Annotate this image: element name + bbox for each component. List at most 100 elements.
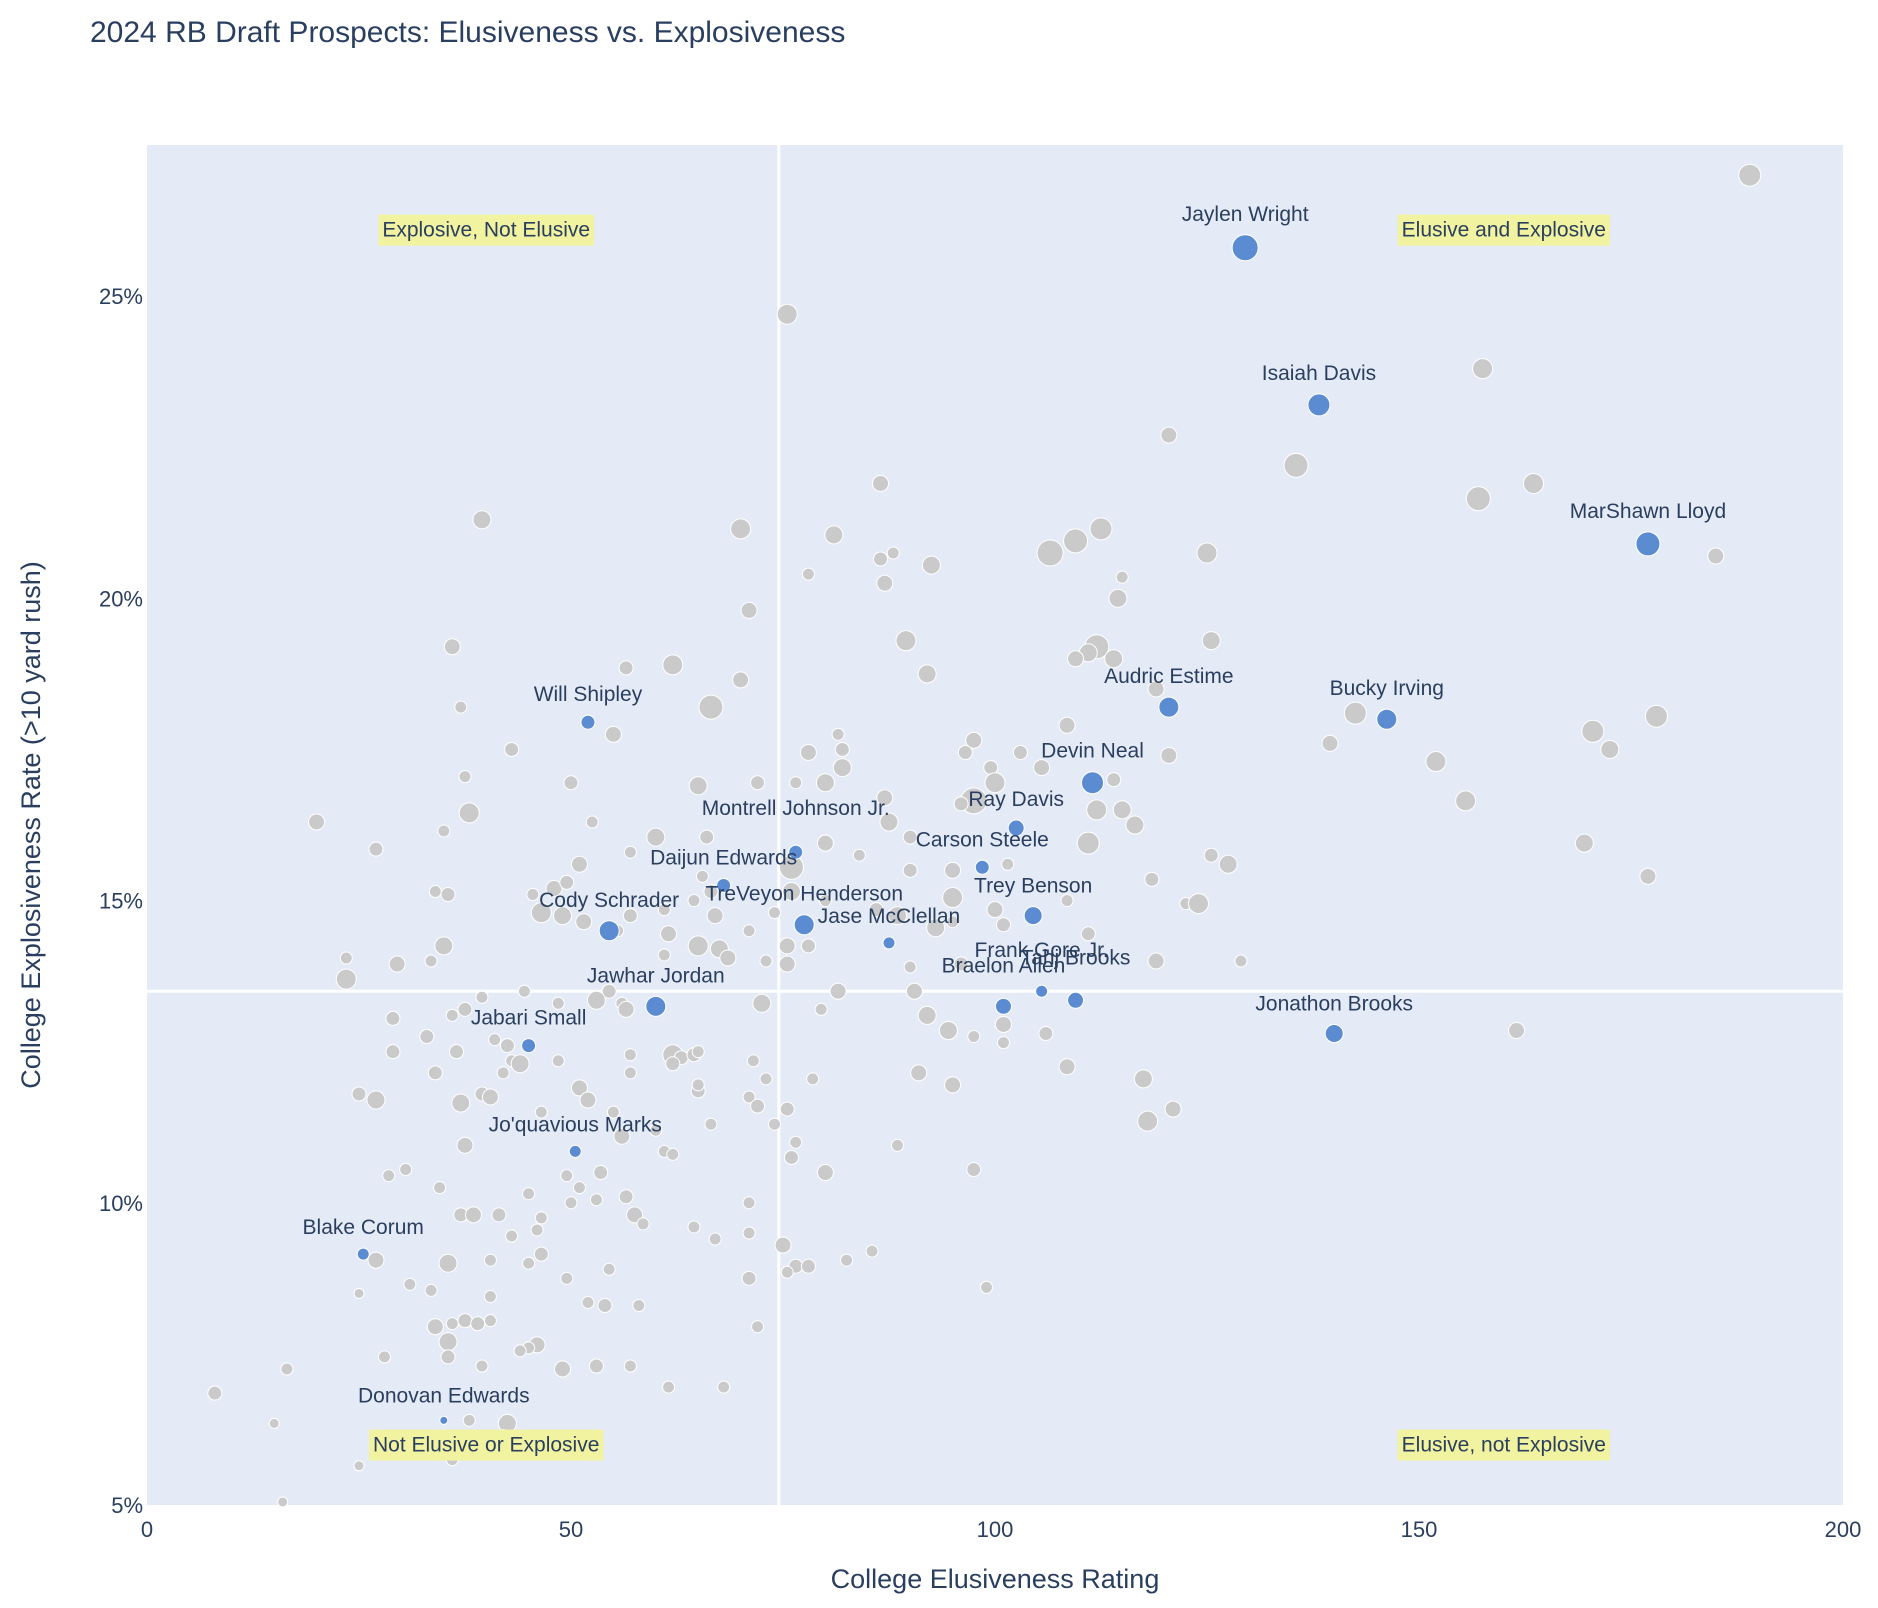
background-point: [730, 518, 752, 540]
background-point: [742, 1090, 756, 1104]
background-point: [457, 1313, 473, 1329]
background-point: [699, 829, 715, 845]
point-label: Jabari Small: [471, 1007, 587, 1030]
background-point: [1058, 1058, 1076, 1076]
background-point: [890, 1138, 904, 1152]
background-point: [1581, 719, 1605, 743]
background-point: [534, 1211, 548, 1225]
highlight-point: [645, 995, 667, 1017]
background-point: [666, 1147, 680, 1161]
background-point: [636, 1217, 650, 1231]
background-point: [876, 789, 894, 807]
background-point: [1147, 952, 1165, 970]
quadrant-label-bg: [368, 1429, 604, 1461]
highlighted-points: [356, 234, 1661, 1425]
quadrant-label-text: Elusive, not Explosive: [1402, 1434, 1606, 1457]
background-point: [483, 1314, 497, 1328]
background-point: [505, 1229, 519, 1243]
y-tick-label: 20%: [99, 586, 143, 611]
point-label: Carson Steele: [916, 828, 1049, 851]
background-point: [530, 902, 552, 924]
background-point: [752, 993, 772, 1013]
point-label: Bucky Irving: [1330, 677, 1444, 700]
background-point: [1639, 867, 1657, 885]
background-point: [1472, 358, 1494, 380]
point-label: Trey Benson: [974, 875, 1092, 898]
highlight-point: [1035, 984, 1049, 998]
background-point: [984, 772, 1006, 794]
background-point: [691, 1045, 705, 1059]
background-point: [517, 984, 531, 998]
gridlines: [147, 145, 1843, 1505]
background-point: [445, 1008, 459, 1022]
background-point: [491, 1207, 507, 1223]
background-point: [586, 990, 606, 1010]
background-point: [382, 1169, 396, 1183]
background-point: [926, 918, 946, 938]
chart-title: 2024 RB Draft Prospects: Elusiveness vs.…: [90, 16, 845, 49]
background-point: [526, 888, 540, 902]
point-label: Frank Gore Jr.: [975, 939, 1109, 962]
background-point: [746, 1054, 760, 1068]
background-point: [1600, 739, 1620, 759]
background-point: [649, 1123, 663, 1137]
highlight-point: [994, 997, 1012, 1015]
point-label: Devin Neal: [1041, 740, 1144, 763]
background-point: [530, 1223, 544, 1237]
background-point: [953, 796, 969, 812]
background-point: [470, 1316, 486, 1332]
background-point: [1060, 894, 1074, 908]
background-point: [740, 601, 758, 619]
background-point: [1218, 854, 1238, 874]
background-point: [445, 1317, 459, 1331]
background-point: [1522, 472, 1544, 494]
point-label: MarShawn Lloyd: [1570, 500, 1726, 523]
background-point: [623, 1359, 637, 1373]
background-point: [570, 1079, 588, 1097]
highlight-point: [1081, 771, 1105, 795]
background-point: [613, 1127, 631, 1145]
background-point: [623, 1066, 637, 1080]
background-point: [1038, 1026, 1054, 1042]
background-point: [780, 1265, 794, 1279]
background-point: [840, 1253, 854, 1267]
background-point: [399, 1163, 413, 1177]
background-point: [488, 1033, 502, 1047]
background-point: [388, 955, 406, 973]
background-point: [719, 949, 737, 967]
background-point: [865, 1244, 879, 1258]
background-point: [606, 1105, 620, 1119]
background-point: [873, 551, 889, 567]
background-point: [768, 906, 782, 920]
point-label: Audric Estime: [1104, 665, 1234, 688]
x-axis-title: College Elusiveness Rating: [831, 1564, 1160, 1594]
background-point: [917, 664, 937, 684]
background-point: [781, 881, 801, 901]
background-point: [751, 1320, 765, 1334]
background-point: [800, 938, 816, 954]
background-point: [876, 574, 894, 592]
background-point: [1133, 1069, 1153, 1089]
highlight-point: [882, 936, 896, 950]
background-point: [759, 954, 773, 968]
background-point: [385, 1044, 401, 1060]
quadrant-label-bg: [1397, 214, 1610, 246]
quadrant-label-bg: [1397, 1429, 1610, 1461]
background-point: [687, 894, 701, 908]
background-point: [665, 1056, 681, 1072]
background-point: [623, 845, 637, 859]
y-tick-label: 15%: [99, 889, 143, 914]
x-tick-label: 0: [141, 1517, 153, 1542]
background-point: [905, 982, 923, 1000]
background-point: [957, 744, 973, 760]
background-point: [750, 775, 766, 791]
background-point: [778, 937, 796, 955]
background-point: [1089, 517, 1113, 541]
background-point: [433, 1181, 447, 1195]
highlight-point: [1067, 991, 1085, 1009]
background-point: [995, 917, 1011, 933]
background-point: [816, 834, 834, 852]
background-point: [438, 1332, 458, 1352]
background-point: [533, 1246, 549, 1262]
highlight-point: [788, 844, 804, 860]
